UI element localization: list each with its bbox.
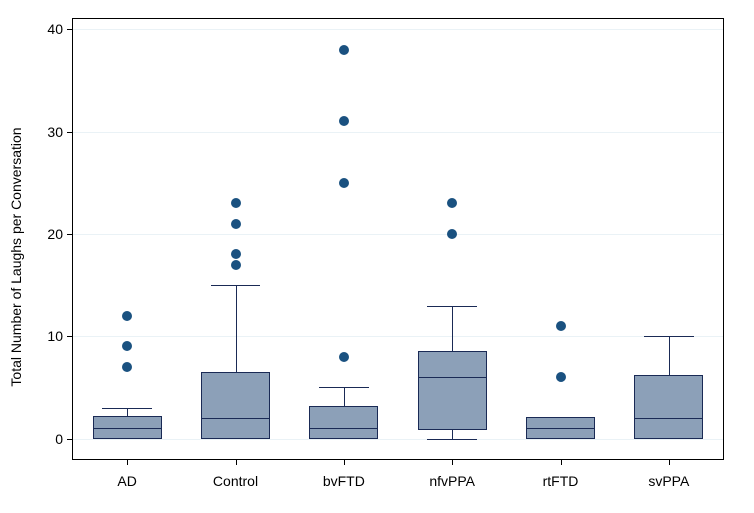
x-tick-label: svPPA bbox=[648, 459, 689, 489]
boxplot-chart: Total Number of Laughs per Conversation … bbox=[0, 0, 754, 513]
whisker-upper bbox=[127, 408, 128, 416]
x-tick-label: AD bbox=[117, 459, 136, 489]
whisker-lower bbox=[452, 430, 453, 438]
median-line bbox=[93, 428, 162, 429]
median-line bbox=[201, 418, 270, 419]
whisker-cap-upper bbox=[644, 336, 694, 337]
outlier-point bbox=[447, 229, 457, 239]
gridline bbox=[73, 234, 723, 235]
x-tick-label: bvFTD bbox=[323, 459, 365, 489]
median-line bbox=[634, 418, 703, 419]
y-tick-label: 10 bbox=[47, 328, 73, 344]
x-tick-label: rtFTD bbox=[543, 459, 579, 489]
x-tick-label: Control bbox=[213, 459, 258, 489]
outlier-point bbox=[339, 45, 349, 55]
whisker-upper bbox=[669, 336, 670, 375]
outlier-point bbox=[339, 178, 349, 188]
outlier-point bbox=[556, 372, 566, 382]
whisker-cap-upper bbox=[319, 387, 369, 388]
gridline bbox=[73, 29, 723, 30]
median-line bbox=[418, 377, 487, 378]
outlier-point bbox=[339, 116, 349, 126]
y-tick-label: 0 bbox=[55, 431, 73, 447]
box bbox=[93, 416, 162, 439]
box bbox=[201, 372, 270, 439]
whisker-cap-upper bbox=[427, 306, 477, 307]
y-tick-label: 20 bbox=[47, 226, 73, 242]
gridline bbox=[73, 336, 723, 337]
y-tick-label: 30 bbox=[47, 124, 73, 140]
gridline bbox=[73, 132, 723, 133]
outlier-point bbox=[556, 321, 566, 331]
whisker-cap-upper bbox=[102, 408, 152, 409]
box bbox=[418, 351, 487, 431]
outlier-point bbox=[231, 219, 241, 229]
y-tick-label: 40 bbox=[47, 21, 73, 37]
x-tick-label: nfvPPA bbox=[429, 459, 475, 489]
whisker-upper bbox=[344, 387, 345, 405]
median-line bbox=[309, 428, 378, 429]
median-line bbox=[526, 428, 595, 429]
outlier-point bbox=[122, 362, 132, 372]
box bbox=[309, 406, 378, 439]
whisker-upper bbox=[452, 306, 453, 351]
whisker-cap-lower bbox=[427, 439, 477, 440]
outlier-point bbox=[231, 260, 241, 270]
outlier-point bbox=[231, 249, 241, 259]
plot-area: 010203040ADControlbvFTDnfvPPArtFTDsvPPA bbox=[72, 18, 724, 460]
outlier-point bbox=[122, 311, 132, 321]
y-axis-title: Total Number of Laughs per Conversation bbox=[8, 127, 24, 386]
outlier-point bbox=[231, 198, 241, 208]
box bbox=[634, 375, 703, 438]
outlier-point bbox=[447, 198, 457, 208]
whisker-upper bbox=[236, 285, 237, 372]
gridline bbox=[73, 439, 723, 440]
outlier-point bbox=[339, 352, 349, 362]
outlier-point bbox=[122, 341, 132, 351]
whisker-cap-upper bbox=[211, 285, 261, 286]
